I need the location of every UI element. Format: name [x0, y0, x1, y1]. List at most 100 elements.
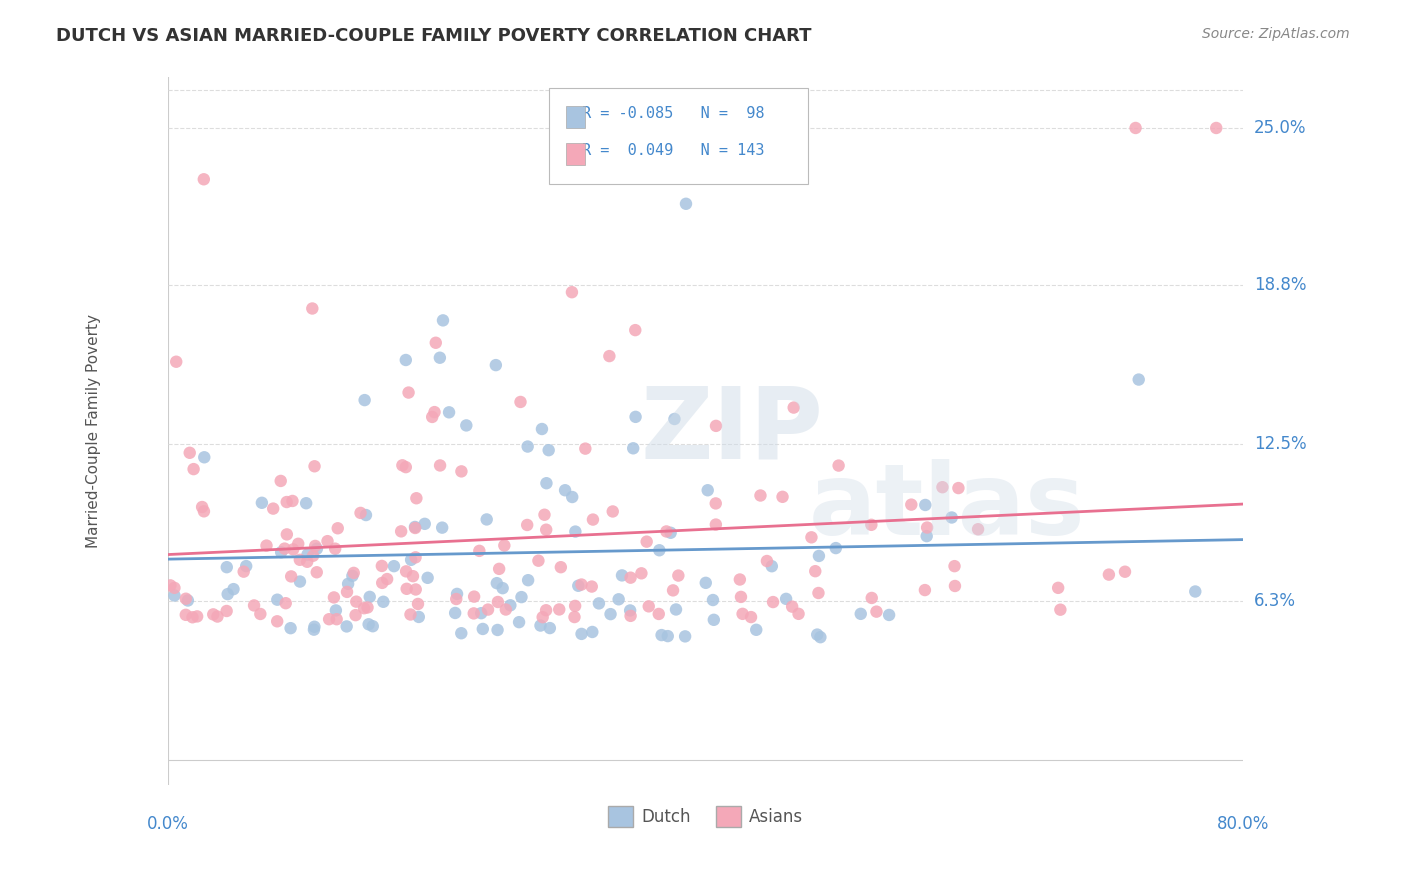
- Point: [807, 586, 830, 600]
- Point: [564, 524, 586, 539]
- Point: [755, 554, 778, 568]
- Point: [287, 537, 309, 551]
- Point: [485, 576, 508, 591]
- Point: [702, 593, 724, 607]
- Point: [217, 587, 239, 601]
- Point: [288, 574, 311, 589]
- Point: [420, 409, 443, 424]
- Point: [915, 529, 938, 543]
- Point: [648, 543, 671, 558]
- Point: [266, 615, 288, 629]
- Point: [780, 599, 803, 614]
- Point: [181, 610, 204, 624]
- Point: [450, 626, 472, 640]
- Point: [408, 610, 430, 624]
- Point: [651, 628, 673, 642]
- Point: [538, 621, 561, 635]
- Point: [1205, 120, 1227, 135]
- Point: [827, 458, 849, 473]
- Point: [430, 521, 453, 535]
- Point: [931, 480, 953, 494]
- Point: [336, 619, 359, 633]
- Point: [662, 583, 685, 598]
- Text: 18.8%: 18.8%: [1254, 276, 1306, 293]
- Point: [342, 569, 364, 583]
- Point: [297, 548, 319, 562]
- Point: [621, 442, 644, 456]
- Point: [761, 559, 783, 574]
- Point: [607, 592, 630, 607]
- Point: [174, 607, 197, 622]
- FancyBboxPatch shape: [550, 88, 807, 184]
- Point: [564, 599, 586, 613]
- Point: [274, 596, 297, 610]
- Point: [673, 629, 696, 643]
- Point: [256, 539, 278, 553]
- Point: [499, 599, 522, 613]
- Point: [304, 620, 326, 634]
- Point: [276, 495, 298, 509]
- Point: [943, 579, 966, 593]
- Point: [444, 606, 467, 620]
- Text: R =  0.049   N = 143: R = 0.049 N = 143: [582, 144, 765, 158]
- Point: [475, 512, 498, 526]
- Point: [508, 615, 530, 629]
- Text: Married-Couple Family Poverty: Married-Couple Family Poverty: [86, 314, 101, 549]
- Point: [915, 520, 938, 534]
- Point: [492, 581, 515, 595]
- Point: [533, 508, 555, 522]
- Point: [429, 351, 451, 365]
- Point: [775, 591, 797, 606]
- Point: [304, 459, 326, 474]
- Point: [193, 450, 215, 465]
- Point: [637, 599, 659, 614]
- Point: [325, 603, 347, 617]
- Point: [193, 504, 215, 518]
- Point: [463, 607, 485, 621]
- Point: [665, 602, 688, 616]
- Point: [395, 582, 418, 596]
- Point: [581, 580, 603, 594]
- Point: [610, 568, 633, 582]
- Point: [807, 549, 830, 563]
- Text: DUTCH VS ASIAN MARRIED-COUPLE FAMILY POVERTY CORRELATION CHART: DUTCH VS ASIAN MARRIED-COUPLE FAMILY POV…: [56, 27, 811, 45]
- Point: [429, 458, 451, 473]
- Point: [703, 613, 725, 627]
- Point: [463, 590, 485, 604]
- Point: [281, 494, 304, 508]
- Point: [860, 591, 883, 605]
- Point: [1114, 565, 1136, 579]
- Point: [860, 517, 883, 532]
- Point: [624, 409, 647, 424]
- Point: [336, 585, 359, 599]
- Point: [554, 483, 576, 498]
- Point: [344, 608, 367, 623]
- Point: [373, 595, 395, 609]
- Point: [302, 549, 325, 563]
- Point: [582, 512, 605, 526]
- Point: [704, 418, 727, 433]
- Point: [943, 559, 966, 574]
- Point: [877, 607, 900, 622]
- Point: [536, 476, 558, 491]
- Point: [413, 516, 436, 531]
- Text: 6.3%: 6.3%: [1254, 591, 1296, 609]
- Point: [517, 573, 540, 587]
- Point: [280, 621, 302, 635]
- Point: [548, 602, 571, 616]
- Point: [740, 610, 762, 624]
- Point: [215, 604, 238, 618]
- Point: [404, 521, 426, 535]
- Point: [849, 607, 872, 621]
- Point: [1128, 373, 1150, 387]
- Point: [529, 618, 551, 632]
- Text: R = -0.085   N =  98: R = -0.085 N = 98: [582, 106, 765, 121]
- Point: [432, 313, 454, 327]
- Point: [704, 517, 727, 532]
- Point: [371, 558, 394, 573]
- Text: ZIP: ZIP: [641, 383, 824, 480]
- Point: [745, 623, 768, 637]
- Point: [354, 508, 377, 522]
- Point: [357, 617, 380, 632]
- Point: [222, 582, 245, 596]
